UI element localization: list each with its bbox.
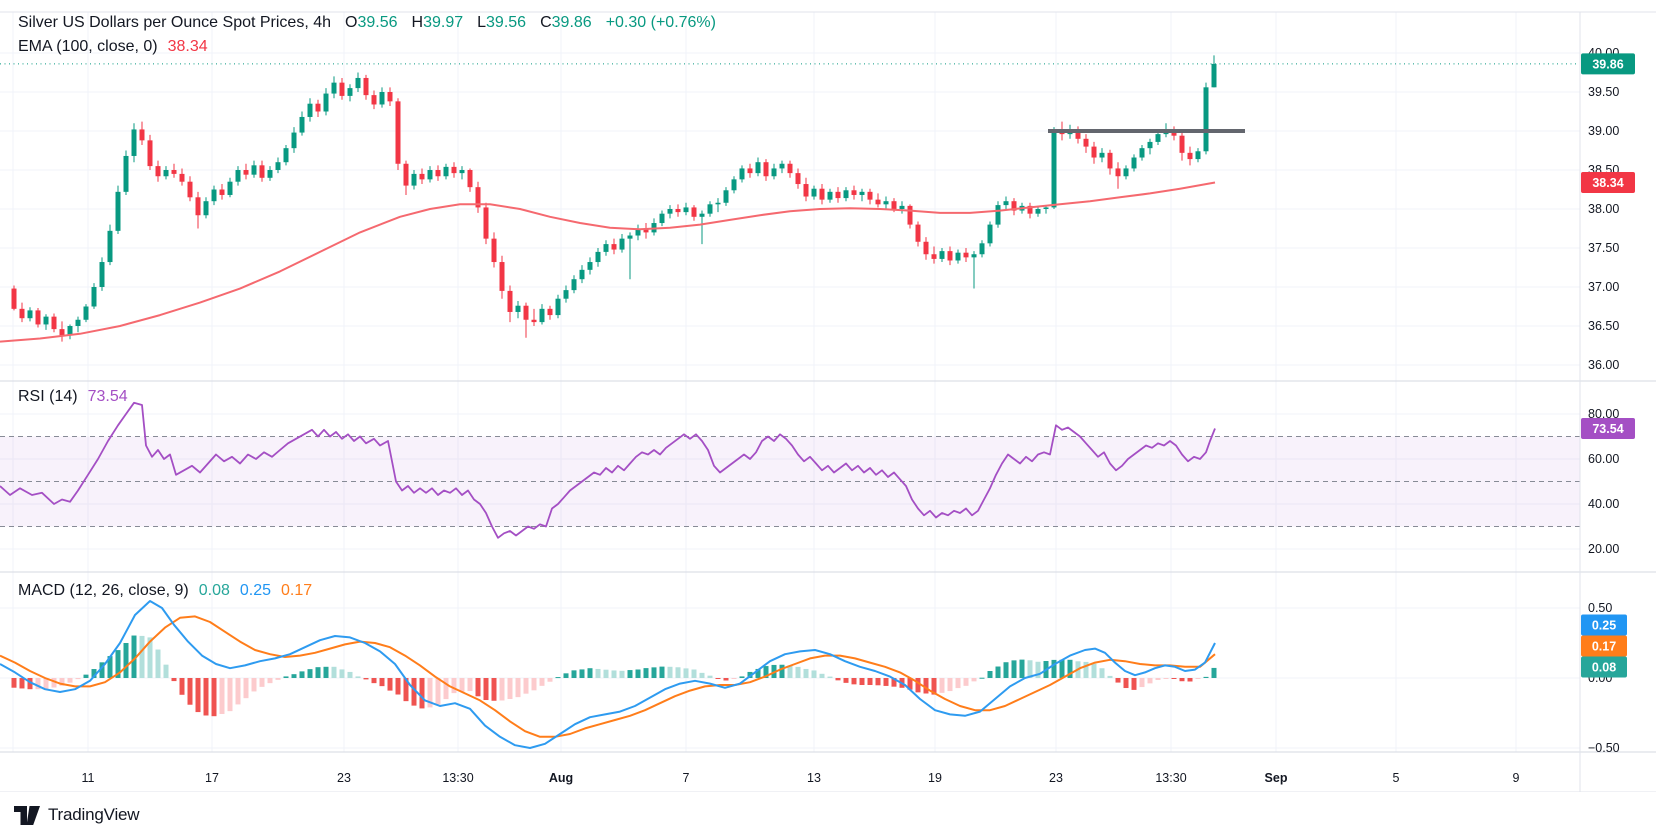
svg-text:23: 23 <box>1049 771 1063 785</box>
svg-text:73.54: 73.54 <box>1592 422 1623 436</box>
pane-separators[interactable] <box>0 11 1656 793</box>
svg-text:9: 9 <box>1513 771 1520 785</box>
svg-text:0.25: 0.25 <box>1592 619 1616 633</box>
svg-text:38.00: 38.00 <box>1588 202 1619 216</box>
svg-text:13:30: 13:30 <box>1155 771 1186 785</box>
high-value: 39.97 <box>423 14 464 31</box>
open-key: O <box>345 14 358 31</box>
svg-text:19: 19 <box>928 771 942 785</box>
svg-text:36.50: 36.50 <box>1588 319 1619 333</box>
svg-text:0.50: 0.50 <box>1588 601 1612 615</box>
svg-text:Aug: Aug <box>549 771 573 785</box>
rsi-label: RSI (14) <box>18 388 78 405</box>
signal-line <box>0 615 1216 738</box>
symbol-title: Silver US Dollars per Ounce Spot Prices,… <box>18 14 332 31</box>
svg-text:0.08: 0.08 <box>1592 661 1616 675</box>
close-key: C <box>540 14 552 31</box>
svg-text:37.00: 37.00 <box>1588 280 1619 294</box>
svg-text:37.50: 37.50 <box>1588 241 1619 255</box>
ema-value: 38.34 <box>167 38 208 55</box>
svg-text:7: 7 <box>683 771 690 785</box>
svg-text:39.00: 39.00 <box>1588 124 1619 138</box>
svg-text:13:30: 13:30 <box>442 771 473 785</box>
rsi-legend[interactable]: RSI (14) 73.54 <box>18 387 128 407</box>
svg-text:80.00: 80.00 <box>1588 407 1619 421</box>
tradingview-logo-icon <box>14 805 40 825</box>
svg-text:40.00: 40.00 <box>1588 497 1619 511</box>
footer-bar: TradingView <box>0 792 1656 838</box>
change-value: +0.30 (+0.76%) <box>605 14 716 31</box>
time-axis[interactable]: 11 17 23 13:30 Aug 7 13 19 23 13:30 Sep 5 9 <box>82 771 1520 785</box>
ema-legend[interactable]: EMA (100, close, 0) 38.34 <box>18 37 208 57</box>
svg-text:38.34: 38.34 <box>1592 176 1623 190</box>
svg-text:17: 17 <box>205 771 219 785</box>
tradingview-logo-text: TradingView <box>48 805 140 824</box>
svg-text:23: 23 <box>337 771 351 785</box>
right-price-axis[interactable]: 40.0039.5039.0038.5038.0037.5037.0036.50… <box>1588 46 1620 755</box>
svg-text:5: 5 <box>1393 771 1400 785</box>
macd-line-value: 0.25 <box>239 582 272 599</box>
symbol-legend[interactable]: Silver US Dollars per Ounce Spot Prices,… <box>18 13 716 33</box>
low-key: L <box>477 14 487 31</box>
svg-text:39.86: 39.86 <box>1592 57 1623 71</box>
axis-badges: 39.86 38.34 73.54 0.25 0.17 0.08 <box>1581 53 1635 678</box>
svg-text:11: 11 <box>82 771 95 785</box>
svg-text:0.17: 0.17 <box>1592 640 1616 654</box>
ema-line <box>0 181 1216 343</box>
rsi-band <box>0 436 1580 527</box>
macd-label: MACD (12, 26, close, 9) <box>18 582 189 599</box>
svg-text:60.00: 60.00 <box>1588 452 1619 466</box>
macd-histogram <box>11 635 1217 717</box>
svg-text:20.00: 20.00 <box>1588 542 1619 556</box>
grid-layer <box>0 12 1580 752</box>
macd-line <box>0 600 1216 749</box>
macd-hist-value: 0.08 <box>198 582 230 599</box>
macd-signal-value: 0.17 <box>281 582 313 599</box>
rsi-value: 73.54 <box>87 388 128 405</box>
high-key: H <box>411 14 424 31</box>
svg-text:36.00: 36.00 <box>1588 358 1619 372</box>
open-value: 39.56 <box>357 14 398 31</box>
rsi-line <box>0 401 1216 539</box>
svg-text:−0.50: −0.50 <box>1588 741 1620 755</box>
candlestick-series <box>11 55 1217 342</box>
close-value: 39.86 <box>551 14 592 31</box>
ema-label: EMA (100, close, 0) <box>18 38 158 55</box>
svg-text:13: 13 <box>807 771 821 785</box>
svg-text:39.50: 39.50 <box>1588 85 1619 99</box>
tradingview-logo[interactable]: TradingView <box>14 805 140 825</box>
low-value: 39.56 <box>486 14 527 31</box>
svg-text:Sep: Sep <box>1265 771 1288 785</box>
macd-legend[interactable]: MACD (12, 26, close, 9) 0.08 0.25 0.17 <box>18 581 312 601</box>
